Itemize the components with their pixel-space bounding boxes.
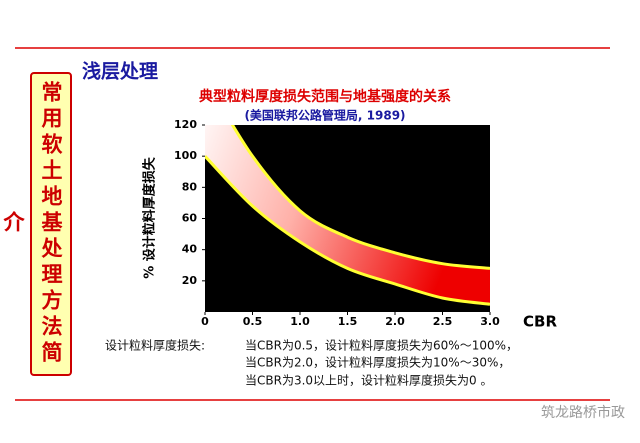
watermark: 筑龙路桥市政 [541,404,625,421]
x-tick-label: 0.5 [243,315,263,328]
x-axis-label: CBR [523,313,557,331]
bound-line [205,155,490,306]
slide-title: 浅层处理 [82,60,158,83]
y-tick-label: 20 [182,274,198,287]
y-tick-label: 100 [174,149,197,162]
sidebar: 常用软土地基处理方法简介 [1,72,72,376]
y-axis-label: % 设计粒料厚度损失 [142,156,158,279]
x-tick-label: 1.5 [338,315,358,328]
chart-subtitle: (美国联邦公路管理局, 1989) [244,108,405,123]
x-tick-label: 3.0 [480,315,500,328]
chart-title: 典型粒料厚度损失范围与地基强度的关系 [199,88,451,105]
note-line: 当CBR为3.0以上时，设计粒料厚度损失为0 。 [245,373,492,388]
x-tick-label: 2.5 [433,315,453,328]
y-tick-label: 80 [182,180,198,193]
y-tick-label: 40 [182,243,198,256]
plot-clip [205,125,490,306]
note-line: 当CBR为0.5，设计粒料厚度损失为60%～100%， [245,338,518,353]
x-tick-label: 0 [201,315,209,328]
x-tick-label: 2.0 [385,315,405,328]
x-tick-label: 1.0 [290,315,310,328]
y-tick-label: 60 [182,212,198,225]
bound-line [230,125,490,270]
notes-label: 设计粒料厚度损失: [105,338,205,353]
note-line: 当CBR为2.0，设计粒料厚度损失为10%～30%， [245,355,510,370]
y-tick-label: 120 [174,118,197,131]
